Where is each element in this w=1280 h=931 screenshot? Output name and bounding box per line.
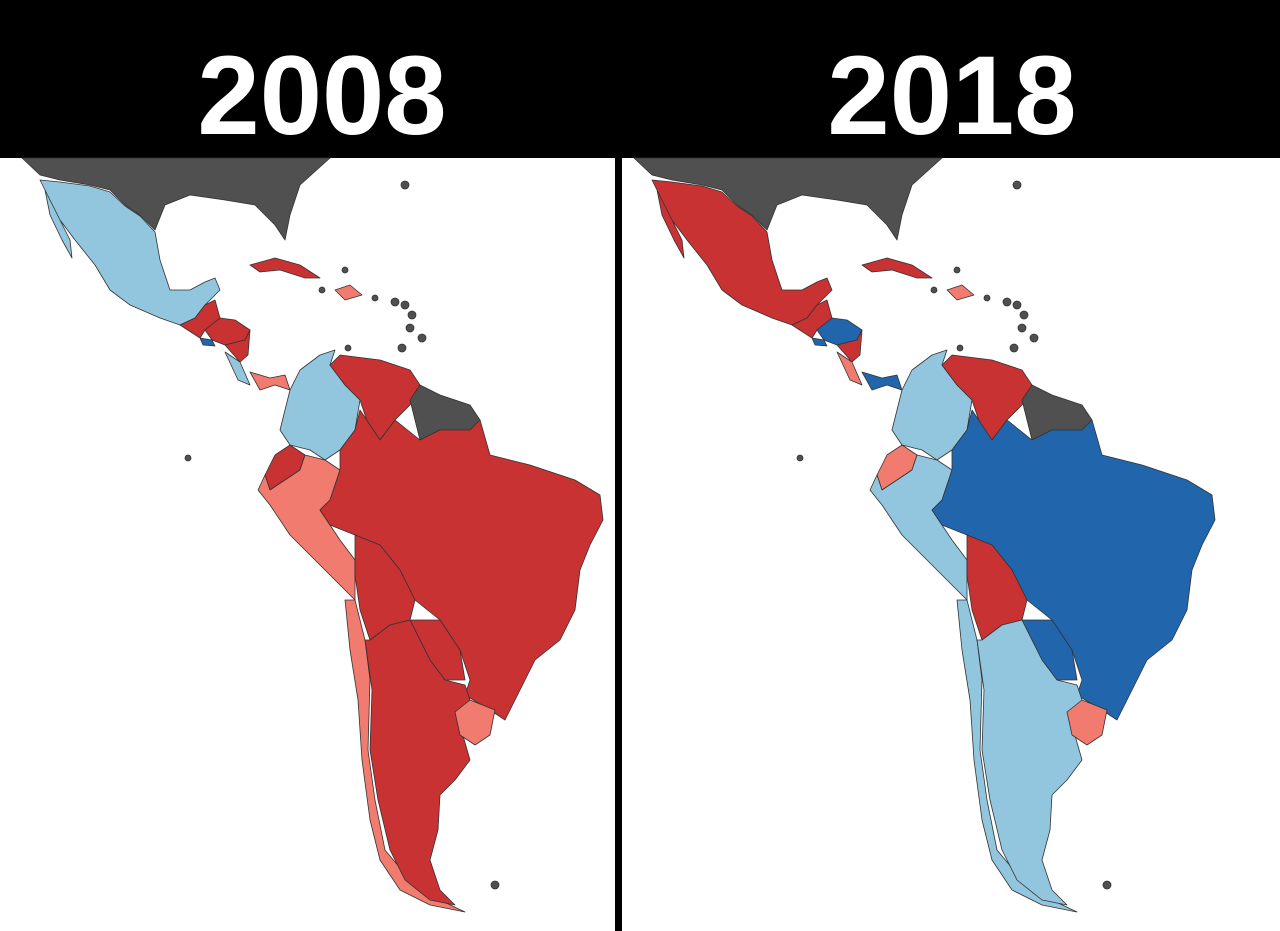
map-2008 xyxy=(21,157,604,913)
panel-title: 2008 xyxy=(197,33,446,158)
divider xyxy=(615,150,622,931)
map-2018 xyxy=(633,157,1216,913)
header-band xyxy=(0,0,1280,158)
panel-title: 2018 xyxy=(827,33,1076,158)
